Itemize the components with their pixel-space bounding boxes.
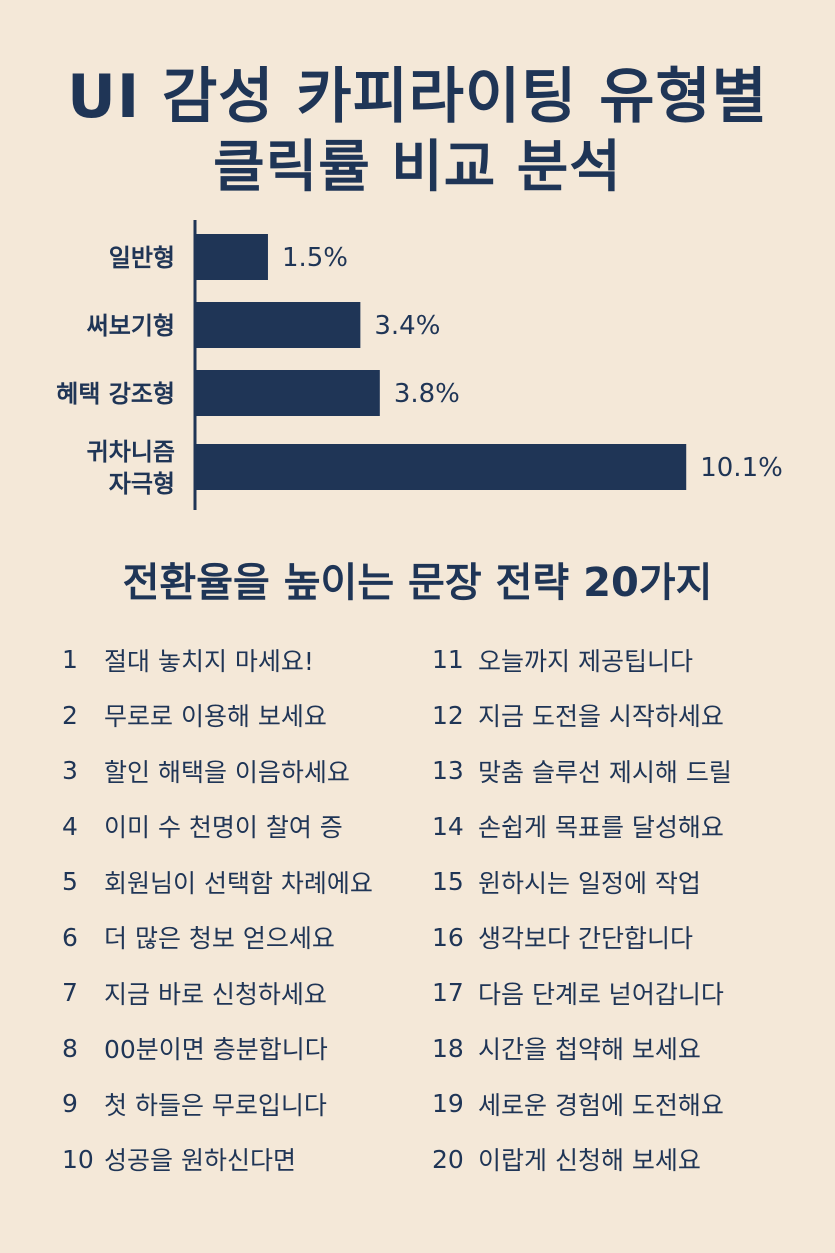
strategy-number: 8 xyxy=(62,1033,78,1063)
strategy-number: 15 xyxy=(432,867,464,897)
data-label: 3.4% xyxy=(374,311,440,341)
strategy-text: 회원님이 선택함 차례에요 xyxy=(104,868,373,898)
strategy-number: 14 xyxy=(432,811,464,841)
strategy-number: 12 xyxy=(432,700,464,730)
strategy-number: 6 xyxy=(62,922,78,952)
strategy-text: 이랍게 신청해 보세요 xyxy=(478,1146,701,1176)
strategy-list-right: 11 오늘까지 제공팁니다 12 지금 도전을 시작하세요 13 맞춤 슬루선 제시해 드… xyxy=(432,632,732,1187)
strategy-text: 손쉽게 목표를 달성해요 xyxy=(478,813,724,843)
strategy-item: 11 오늘까지 제공팁니다 xyxy=(432,632,732,688)
strategy-item: 14 손쉽게 목표를 달성해요 xyxy=(432,799,732,855)
strategy-number: 13 xyxy=(432,756,464,786)
bar xyxy=(195,302,361,348)
strategy-text: 맞춤 슬루선 제시해 드릴 xyxy=(478,757,732,787)
bar xyxy=(195,444,687,490)
strategy-item: 20 이랍게 신청해 보세요 xyxy=(432,1132,732,1188)
strategy-text: 지금 바로 신청하세요 xyxy=(104,979,327,1009)
strategy-text: 첫 하들은 무로입니다 xyxy=(104,1090,327,1120)
strategy-number: 18 xyxy=(432,1033,464,1063)
strategy-text: 무로로 이용해 보세요 xyxy=(104,702,327,732)
bar xyxy=(195,370,380,416)
strategy-item: 5 회원님이 선택함 차례에요 xyxy=(62,854,373,910)
data-label: 3.8% xyxy=(394,379,460,409)
strategy-number: 2 xyxy=(62,700,78,730)
page-title-line2: 클릭률 비교 분석 xyxy=(213,135,622,200)
strategy-text: 오늘까지 제공팁니다 xyxy=(478,646,693,676)
strategy-item: 4 이미 수 천명이 찰여 증 xyxy=(62,799,373,855)
strategy-text: 다음 단계로 넏어갑니다 xyxy=(478,979,724,1009)
strategy-item: 9 첫 하들은 무로입니다 xyxy=(62,1076,373,1132)
strategy-item: 19 세로운 경험에 도전해요 xyxy=(432,1076,732,1132)
strategy-number: 4 xyxy=(62,811,78,841)
strategy-text: 더 많은 청보 얻으세요 xyxy=(104,924,335,954)
page-title: UI 감성 카피라이팅 유형별 xyxy=(67,62,768,132)
strategy-text: 시간을 첩약해 보세요 xyxy=(478,1035,701,1065)
strategy-number: 3 xyxy=(62,756,78,786)
strategy-text: 세로운 경험에 도전해요 xyxy=(478,1090,724,1120)
strategy-number: 20 xyxy=(432,1144,464,1174)
strategy-text: 00분이면 층분합니다 xyxy=(104,1035,328,1065)
strategy-list-left: 1 절대 놓치지 마세요! 2 무로로 이용해 보세요 3 할인 해택을 이음하세요 4 이미… xyxy=(62,632,373,1187)
category-label: 혜택 강조형 xyxy=(56,380,175,408)
category-label: 써보기형 xyxy=(87,312,175,340)
strategy-item: 10 성공을 원하신다면 xyxy=(62,1132,373,1188)
strategy-text: 지금 도전을 시작하세요 xyxy=(478,702,724,732)
strategy-text: 절대 놓치지 마세요! xyxy=(104,646,314,676)
strategy-item: 12 지금 도전을 시작하세요 xyxy=(432,688,732,744)
strategy-item: 15 윈하시는 일정에 작업 xyxy=(432,854,732,910)
data-label: 10.1% xyxy=(700,453,783,483)
strategy-number: 9 xyxy=(62,1089,78,1119)
strategy-item: 2 무로로 이용해 보세요 xyxy=(62,688,373,744)
strategy-text: 할인 해택을 이음하세요 xyxy=(104,757,350,787)
strategy-item: 16 생각보다 간단합니다 xyxy=(432,910,732,966)
data-label: 1.5% xyxy=(282,243,348,273)
category-label: 일반형 xyxy=(109,244,175,272)
strategy-text: 이미 수 천명이 찰여 증 xyxy=(104,813,343,843)
strategy-item: 8 00분이면 층분합니다 xyxy=(62,1021,373,1077)
strategy-item: 1 절대 놓치지 마세요! xyxy=(62,632,373,688)
strategy-number: 1 xyxy=(62,645,78,675)
strategy-item: 17 다음 단계로 넏어갑니다 xyxy=(432,965,732,1021)
strategy-number: 11 xyxy=(432,645,464,675)
category-label: 자극형 xyxy=(109,470,175,498)
strategy-number: 10 xyxy=(62,1144,94,1174)
strategy-item: 18 시간을 첩약해 보세요 xyxy=(432,1021,732,1077)
strategy-item: 13 맞춤 슬루선 제시해 드릴 xyxy=(432,743,732,799)
strategies-title: 전환율을 높이는 문장 전략 20가지 xyxy=(122,560,713,606)
strategy-item: 3 할인 해택을 이음하세요 xyxy=(62,743,373,799)
strategy-text: 성공을 원하신다면 xyxy=(104,1146,296,1176)
strategy-number: 5 xyxy=(62,867,78,897)
category-label: 귀차니즘 xyxy=(87,438,175,466)
bar xyxy=(195,234,268,280)
strategy-number: 17 xyxy=(432,978,464,1008)
strategy-number: 19 xyxy=(432,1089,464,1119)
strategy-number: 7 xyxy=(62,978,78,1008)
strategy-item: 6 더 많은 청보 얻으세요 xyxy=(62,910,373,966)
strategy-number: 16 xyxy=(432,922,464,952)
strategy-text: 생각보다 간단합니다 xyxy=(478,924,693,954)
strategy-item: 7 지금 바로 신청하세요 xyxy=(62,965,373,1021)
strategy-text: 윈하시는 일정에 작업 xyxy=(478,868,701,898)
